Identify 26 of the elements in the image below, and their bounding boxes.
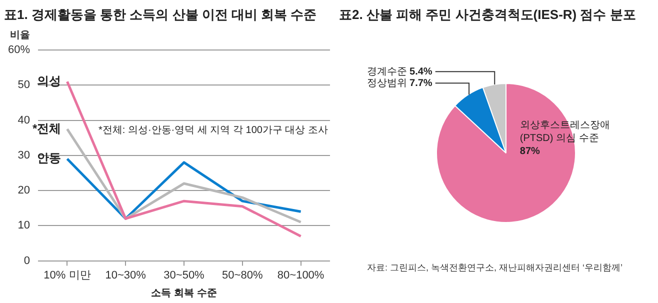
- x-tick-label: 30~50%: [164, 269, 205, 282]
- data-label: 5.4%: [410, 66, 432, 78]
- x-axis-title: 소득 회복 수준: [151, 288, 217, 299]
- series-label: *전체: [32, 121, 62, 136]
- series-label: 안동: [37, 151, 62, 166]
- annotation: *전체: 의성·안동·영덕 세 지역 각 100가구 대상 조사: [98, 124, 328, 136]
- y-tick-label: 20: [18, 184, 30, 197]
- y-tick-label: 0: [24, 254, 30, 267]
- series-label: 의성: [37, 74, 62, 88]
- y-tick-label: 60%: [8, 44, 30, 56]
- slice-label: 정상범위: [366, 78, 410, 89]
- x-tick-label: 80~100%: [277, 269, 324, 282]
- y-tick-label: 10: [18, 220, 30, 232]
- y-axis-title: 비율: [10, 30, 30, 41]
- data-label: 7.7%: [410, 78, 432, 89]
- x-tick-label: 10~30%: [105, 269, 146, 282]
- x-tick-label: 10% 미만: [44, 269, 91, 282]
- y-tick-label: 40: [18, 114, 30, 126]
- slice-label: 경계수준: [366, 66, 410, 78]
- chart-title: 표1. 경제활동을 통한 소득의 산불 이전 대비 회복 수준: [3, 6, 318, 24]
- x-tick-label: 50~80%: [222, 269, 263, 282]
- chart-title: 표2. 산불 피해 주민 사건충격척도(IES-R) 점수 분포: [338, 6, 637, 24]
- y-tick-label: 50: [18, 79, 30, 92]
- data-label: 87%: [520, 146, 540, 157]
- y-tick-label: 30: [18, 149, 30, 162]
- text: 자료: 그린피스, 녹색전환연구소, 재난피해자권리센터 ‘우리함께’: [367, 262, 623, 272]
